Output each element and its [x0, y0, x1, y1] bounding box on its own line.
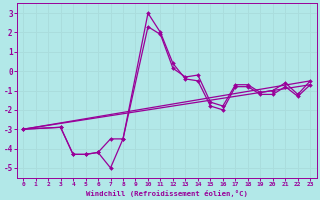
X-axis label: Windchill (Refroidissement éolien,°C): Windchill (Refroidissement éolien,°C) — [86, 190, 248, 197]
